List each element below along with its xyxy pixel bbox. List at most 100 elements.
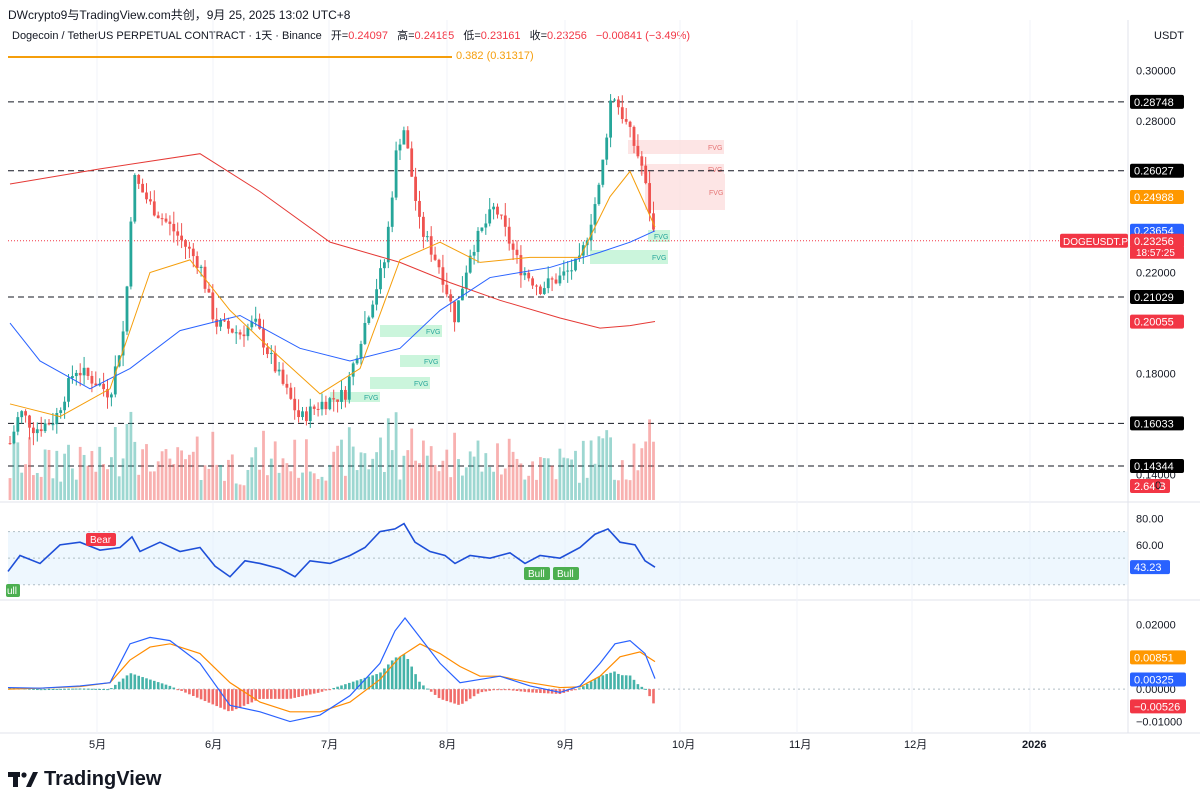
candle-body [640,156,644,166]
volume-bar [254,447,258,500]
candle-body [324,401,328,410]
candle-body [277,369,281,372]
volume-bar [195,436,199,500]
volume-bar [16,442,20,500]
macd-hist-bar [82,688,86,690]
volume-bar [496,443,499,500]
open-label: 开= [330,30,349,42]
macd-signal-line [7,643,656,713]
volume-bar [149,471,152,500]
volume-bar [433,464,437,500]
candle-body [71,376,74,379]
candle-body [43,423,47,432]
candle-body [347,376,351,400]
candle-body [402,130,406,145]
time-axis-label: 12月 [904,739,927,751]
volume-bar [28,437,31,500]
candle-body [227,320,230,329]
volume-bar [605,430,609,500]
volume-bar [640,448,644,500]
volume-bar [410,428,414,500]
volume-bar [379,437,382,500]
macd-hist-bar [433,689,437,695]
volume-badge [1130,479,1170,493]
volume-bar [121,458,125,500]
candle-body [269,352,273,355]
volume-bar [601,438,605,500]
candle-body [351,363,355,377]
candle-body [562,271,566,276]
macd-hist-bar [570,689,573,691]
candle-body [620,107,624,120]
macd-hist-bar [258,689,261,700]
volume-bar [347,427,351,500]
volume-bar [652,441,655,500]
macd-hist-bar [609,672,612,690]
candle-body [113,366,117,395]
candle-body [219,320,222,327]
macd-hist-bar [617,673,620,690]
macd-badge [1130,699,1186,714]
candle-body [445,284,449,295]
macd-hist-bar [550,689,554,694]
tradingview-logo[interactable]: TradingView [8,768,161,791]
time-axis-label: 2026 [1022,739,1046,751]
bear-signal-label: Bear [90,535,112,546]
macd-hist-bar [351,681,355,690]
volume-bar [12,441,16,500]
candles [8,94,655,446]
macd-hist-bar [507,689,511,691]
candle-body [503,215,507,227]
price-badge [1130,163,1184,178]
close-value: 0.23256 [547,30,587,42]
candle-body [258,318,261,329]
volume-bar [355,470,359,500]
candle-body [207,288,211,293]
volume-bar [35,473,39,500]
candle-body [297,410,300,418]
candle-body [379,268,382,290]
volume-bar [550,465,554,500]
volume-bar [316,479,320,500]
candle-body [176,231,180,236]
volume-bar [133,441,137,500]
volume-bar [207,468,211,500]
fvg-zone [648,230,670,242]
fvg-zone [330,392,380,402]
volume-bar [273,441,277,500]
volume-bar [117,476,121,500]
candle-body [35,429,39,434]
price-badge [1130,290,1184,305]
candle-body [32,427,35,434]
macd-hist-bar [457,689,460,705]
price-badge-label: 0.28748 [1134,97,1174,109]
candle-body [293,398,297,411]
time-axis-label: 5月 [89,739,106,751]
macd-hist-bar [90,688,94,690]
macd-hist-bar [102,689,105,691]
volume-bar [223,480,226,500]
macd-hist-bar [383,668,386,690]
volume-bar [262,430,265,500]
macd-hist-bar [461,689,464,704]
candle-body [492,206,495,210]
candle-body [67,378,70,402]
symbol-description[interactable]: Dogecoin / TetherUS PERPETUAL CONTRACT ·… [12,30,322,42]
macd-hist-bar [231,689,234,711]
volume-bar [578,482,581,500]
countdown-label: 18:57:25 [1136,248,1175,259]
candle-body [82,367,86,376]
volume-bar [535,479,538,500]
volume-bar [336,445,339,500]
candle-body [320,401,324,410]
candle-body [90,375,94,384]
candle-body [433,254,437,260]
rsi-line [7,522,656,578]
volume-bar [176,447,180,500]
candle-body [355,358,359,364]
volume-bar [246,469,250,500]
brand-name: TradingView [44,768,162,790]
candle-body [230,328,234,333]
candle-body [542,288,546,294]
